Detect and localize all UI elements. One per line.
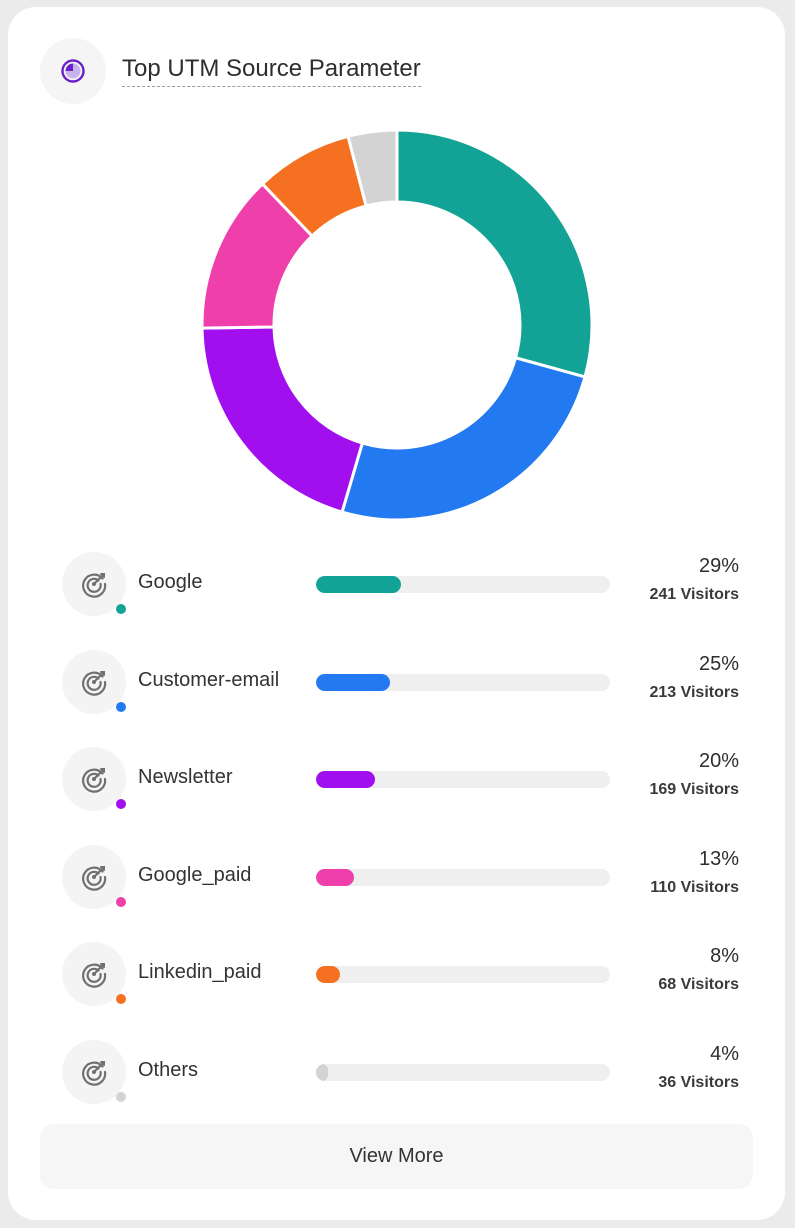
source-row: Newsletter 20% 169 Visitors [60, 747, 740, 817]
visitors-count: 36 Visitors [658, 1074, 739, 1091]
target-icon [62, 844, 126, 909]
progress-bar-track [316, 966, 610, 984]
source-row: Customer-email 25% 213 Visitors [60, 649, 740, 720]
target-icon [62, 649, 126, 714]
progress-bar-fill [316, 576, 402, 593]
card-header: Top UTM Source Parameter [40, 38, 421, 104]
progress-bar-fill [316, 1064, 328, 1081]
progress-bar-track [316, 1064, 610, 1081]
source-label: Google [138, 571, 203, 593]
donut-slice[interactable] [201, 325, 365, 514]
percent-value: 8% [710, 945, 739, 968]
source-label: Google_paid [138, 863, 252, 886]
percent-value: 13% [698, 847, 739, 870]
donut-slice[interactable] [395, 129, 593, 379]
percent-value: 4% [710, 1043, 739, 1065]
progress-bar-track [316, 868, 610, 886]
donut-slice[interactable] [340, 355, 587, 521]
source-label: Linkedin_paid [138, 961, 262, 984]
visitors-count: 110 Visitors [650, 878, 739, 896]
source-row: Google 29% 241 Visitors [60, 552, 740, 622]
donut-slice[interactable] [346, 129, 399, 208]
progress-bar-fill [316, 966, 340, 984]
progress-bar-fill [316, 673, 390, 691]
progress-bar-fill [316, 771, 375, 789]
card-title[interactable]: Top UTM Source Parameter [122, 55, 421, 87]
percent-value: 20% [698, 750, 739, 773]
target-icon [62, 1040, 126, 1104]
source-row: Google_paid 13% 110 Visitors [60, 844, 740, 915]
pie-chart-icon [40, 38, 106, 104]
visitors-count: 213 Visitors [649, 683, 739, 701]
progress-bar-track [316, 576, 610, 593]
source-label: Newsletter [138, 766, 233, 789]
target-icon [62, 747, 126, 812]
series-color-dot [116, 701, 126, 712]
visitors-count: 169 Visitors [649, 781, 739, 799]
utm-source-card: Top UTM Source Parameter Google 29% 241 Vi… [8, 7, 785, 1220]
source-row: Linkedin_paid 8% 68 Visitors [60, 942, 740, 1012]
target-icon [62, 942, 126, 1007]
percent-value: 29% [698, 555, 739, 577]
progress-bar-track [316, 673, 610, 691]
donut-chart [201, 129, 593, 521]
series-color-dot [116, 799, 126, 810]
source-label: Others [138, 1059, 199, 1081]
progress-bar-track [316, 771, 610, 789]
visitors-count: 68 Visitors [658, 976, 739, 994]
target-icon [62, 552, 126, 616]
series-color-dot [116, 896, 126, 907]
source-row: Others 4% 36 Visitors [60, 1040, 740, 1110]
series-color-dot [116, 994, 126, 1005]
visitors-count: 241 Visitors [649, 586, 739, 603]
percent-value: 25% [698, 652, 739, 675]
view-more-button[interactable]: View More [40, 1124, 753, 1189]
source-label: Customer-email [138, 668, 280, 691]
series-color-dot [116, 1092, 126, 1102]
series-color-dot [116, 604, 126, 614]
progress-bar-fill [316, 868, 355, 886]
